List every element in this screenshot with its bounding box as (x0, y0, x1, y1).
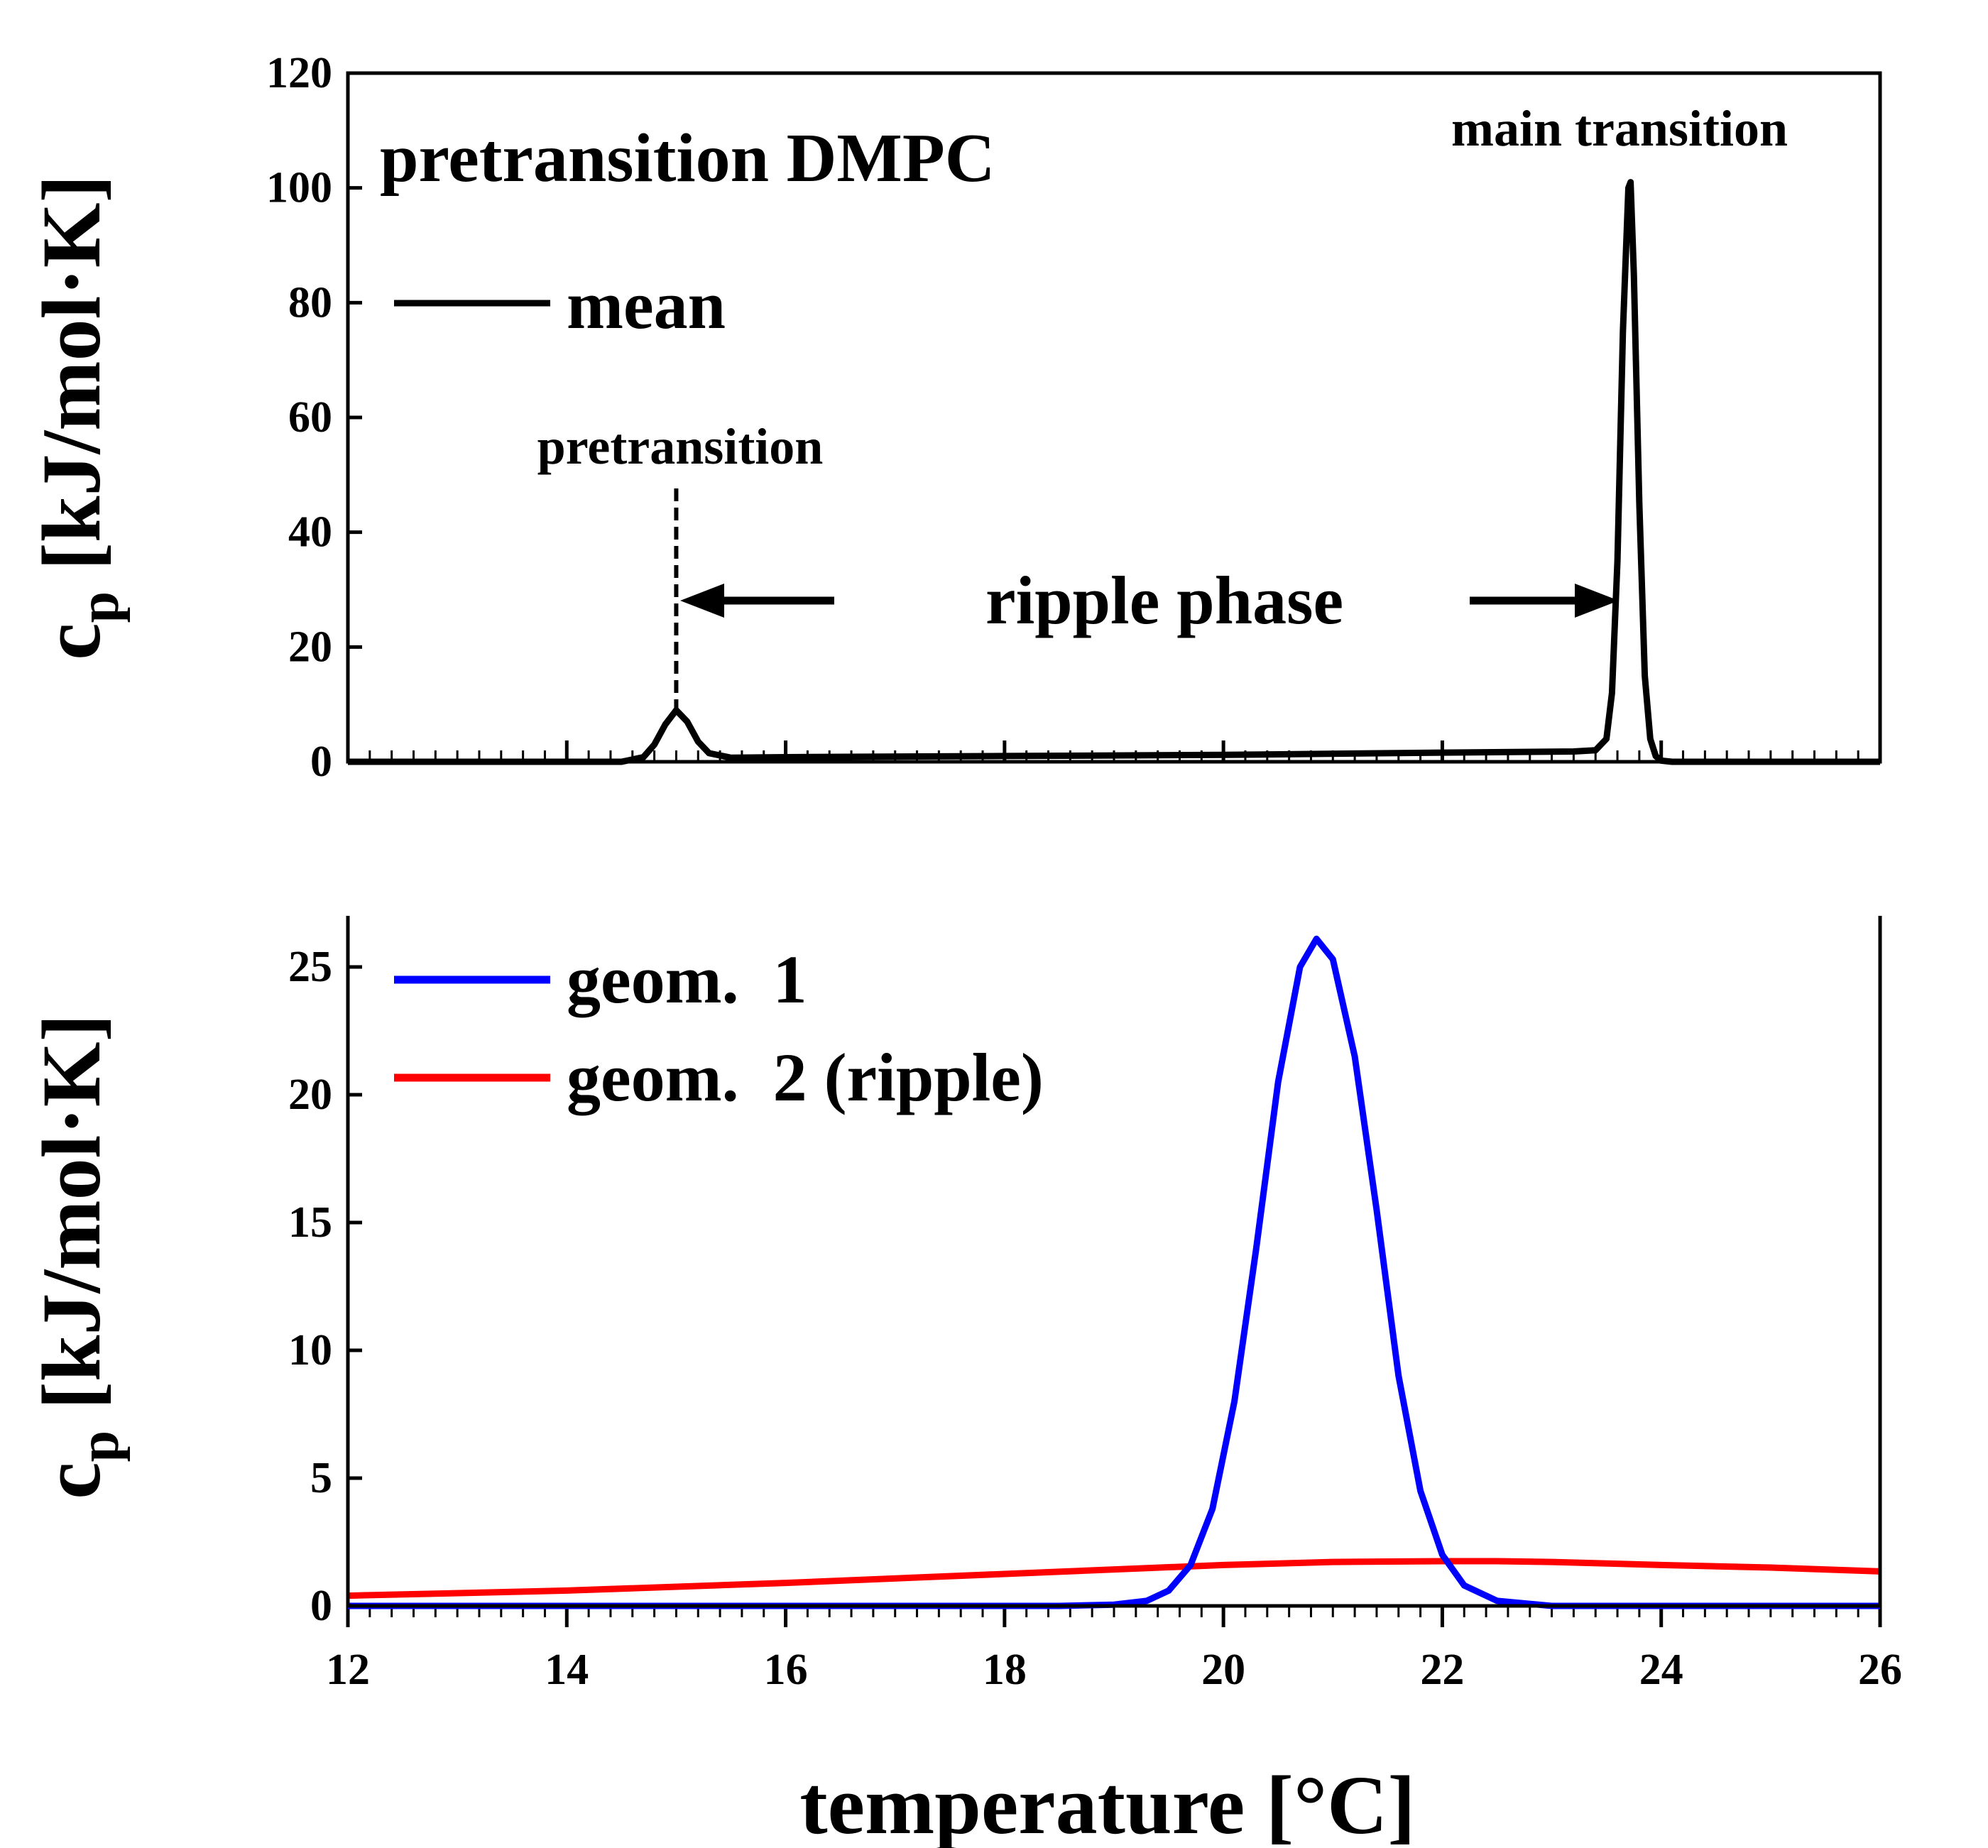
top-ytick-label: 60 (288, 393, 332, 442)
series-geom-2-ripple-line (347, 1558, 1881, 1600)
ripple-arrow-right (1470, 584, 1619, 618)
top-ytick-label: 80 (288, 278, 332, 327)
top-y-axis-title-unit: [kJ/mol·K] (25, 175, 118, 591)
ripple-arrow-left (680, 584, 834, 618)
bottom-ytick-label: 15 (288, 1198, 332, 1247)
annotation-pretransition: pretransition (537, 418, 824, 475)
top-y-ticks: 0 20 40 60 80 100 120 (266, 49, 362, 786)
bottom-xtick-label: 22 (1420, 1646, 1464, 1694)
bottom-y-ticks: 0 5 10 15 20 25 (288, 943, 362, 1630)
annotation-main-transition: main transition (1451, 100, 1788, 157)
bottom-ytick-label: 5 (310, 1454, 332, 1502)
annotation-ripple-phase: ripple phase (985, 562, 1343, 638)
bottom-panel: 0 5 10 15 20 25 12 14 16 18 20 22 24 26 geom. 1 geom… (25, 916, 1902, 1848)
series-mean-line (348, 179, 1880, 765)
bottom-xtick-label: 18 (983, 1646, 1027, 1694)
bottom-xtick-label: 20 (1201, 1646, 1245, 1694)
bottom-xtick-label: 24 (1639, 1646, 1683, 1694)
bottom-xtick-label: 26 (1858, 1646, 1902, 1694)
top-ytick-label: 120 (266, 49, 332, 97)
top-ytick-label: 40 (288, 508, 332, 557)
top-y-axis-title: cp [kJ/mol·K] (25, 175, 131, 660)
ripple-arrow-right-head (1575, 584, 1619, 618)
top-plot-frame (346, 71, 1882, 764)
bottom-ytick-label: 10 (288, 1326, 332, 1374)
top-panel-title: pretransition DMPC (380, 120, 995, 197)
top-y-axis-title-main: c (25, 623, 118, 660)
top-ytick-label: 0 (310, 738, 332, 786)
bottom-ytick-label: 20 (288, 1071, 332, 1119)
ripple-arrow-left-head (680, 584, 724, 618)
series-geom-1-line (348, 935, 1880, 1609)
legend-label-geom-2: geom. 2 (ripple) (567, 1039, 1044, 1115)
bottom-ytick-label: 25 (288, 943, 332, 991)
top-ytick-label: 100 (266, 164, 332, 212)
bottom-xtick-label: 16 (764, 1646, 808, 1694)
bottom-x-ticks: 12 14 16 18 20 22 24 26 (326, 1606, 1902, 1694)
bottom-ytick-label: 0 (310, 1582, 332, 1630)
bottom-xtick-label: 14 (545, 1646, 589, 1694)
bottom-y-axis-title-sub: p (68, 1431, 131, 1462)
x-axis-title: temperature [°C] (799, 1759, 1415, 1848)
bottom-y-axis-title-unit: [kJ/mol·K] (25, 1014, 118, 1431)
top-y-axis-title-sub: p (68, 591, 131, 623)
bottom-y-axis-title-main: c (25, 1462, 118, 1499)
top-ytick-label: 20 (288, 623, 332, 671)
legend-label-mean: mean (567, 267, 726, 343)
legend-label-geom-1: geom. 1 (567, 941, 807, 1017)
bottom-xtick-label: 12 (326, 1646, 370, 1694)
bottom-y-axis-title: cp [kJ/mol·K] (25, 1014, 131, 1499)
